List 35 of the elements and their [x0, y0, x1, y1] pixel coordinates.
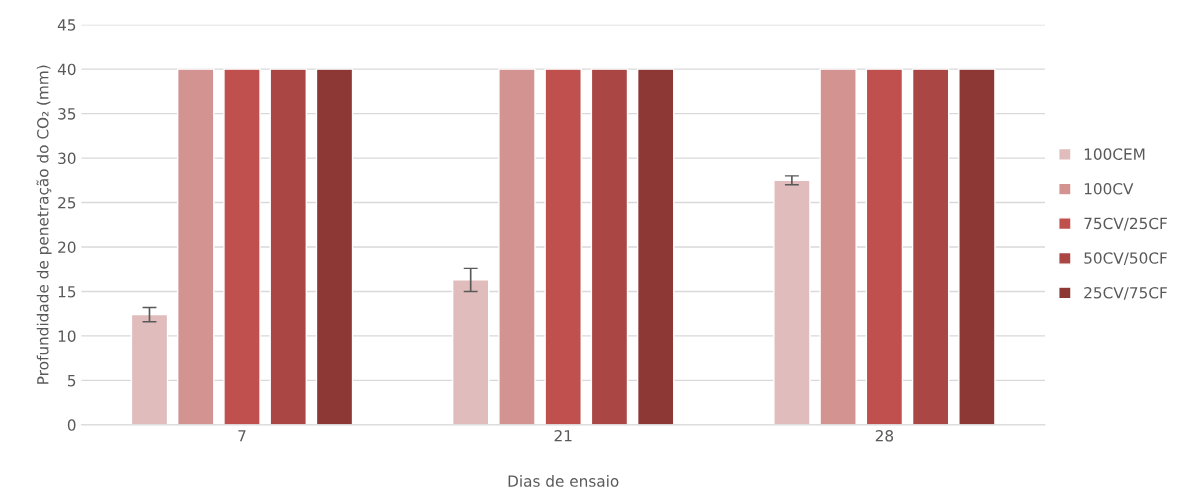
- y-tick-label: 10: [58, 330, 76, 342]
- legend-label: 75CV/25CF: [1084, 217, 1167, 231]
- y-tick-label: 30: [58, 152, 76, 165]
- bar: [315, 68, 354, 425]
- y-tick-label: 20: [58, 241, 76, 254]
- bar: [177, 68, 215, 425]
- x-tick-label: 7: [238, 430, 246, 442]
- bar: [773, 179, 811, 425]
- bar: [865, 68, 904, 425]
- x-tick-label: 28: [875, 429, 894, 442]
- y-tick-label: 25: [58, 197, 76, 209]
- legend-label: 25CV/75CF: [1084, 286, 1167, 300]
- y-tick-label: 45: [57, 19, 76, 31]
- bar: [269, 68, 307, 425]
- y-axis-title: Profundidade de penetração do CO₂ (mm): [36, 65, 52, 384]
- legend-label: 100CV: [1084, 183, 1134, 195]
- bar: [590, 68, 629, 425]
- bar: [911, 68, 950, 425]
- bar: [498, 68, 536, 425]
- legend-label: 100CEM: [1084, 148, 1145, 160]
- x-axis-title: Dias de ensaio: [508, 475, 619, 487]
- bar: [544, 68, 582, 425]
- bar: [130, 313, 169, 425]
- x-tick-label: 21: [554, 429, 572, 442]
- y-tick-label: 0: [67, 419, 76, 431]
- bar: [958, 68, 996, 425]
- bar: [223, 68, 261, 425]
- y-tick-label: 40: [57, 63, 76, 76]
- legend-label: 50CV/50CF: [1084, 252, 1167, 266]
- bar: [451, 279, 490, 425]
- y-tick-label: 35: [58, 108, 76, 120]
- bar: [819, 68, 857, 425]
- y-tick-label: 5: [67, 375, 76, 387]
- bar: [636, 68, 675, 425]
- y-tick-label: 15: [58, 286, 76, 298]
